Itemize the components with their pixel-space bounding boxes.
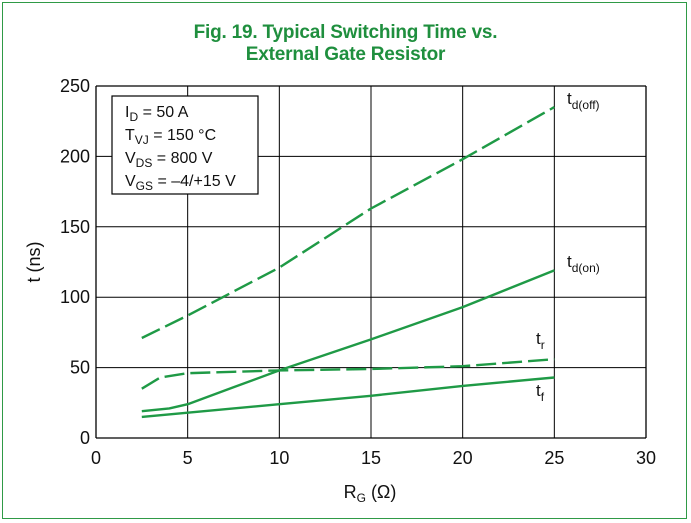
grid: [95, 85, 647, 439]
x-tick-25: 25: [544, 448, 564, 468]
y-tick-250: 250: [60, 76, 90, 96]
x-tick-30: 30: [636, 448, 656, 468]
x-tick-5: 5: [183, 448, 193, 468]
series-td-on-line: [141, 269, 555, 413]
x-tick-20: 20: [453, 448, 473, 468]
y-tick-0: 0: [80, 428, 90, 448]
condition-vds: VDS = 800 V: [125, 150, 213, 170]
series-label-td-on: td(on): [567, 252, 600, 275]
x-tick-10: 10: [269, 448, 289, 468]
condition-id: ID = 50 A: [125, 104, 189, 124]
chart-title: Fig. 19. Typical Switching Time vs. Exte…: [0, 22, 691, 66]
conditions-box-border: [111, 95, 259, 195]
x-tick-0: 0: [91, 448, 101, 468]
series-label-td-off: td(off): [567, 89, 600, 112]
series-label-tf: tf: [536, 381, 545, 404]
series-tr-line: [141, 358, 555, 390]
tick-labels: 0 5 10 15 20 25 30 0 50 100 150 200 250: [60, 76, 656, 468]
conditions-box: ID = 50 A TVJ = 150 °C VDS = 800 V VGS =…: [111, 95, 259, 195]
x-axis-label: RG (Ω): [344, 482, 397, 505]
series-lines: [141, 106, 555, 419]
figure-frame: [2, 2, 687, 519]
series-td-off-line: [141, 106, 555, 340]
chart-title-line-1: Fig. 19. Typical Switching Time vs.: [193, 22, 498, 43]
condition-vgs: VGS = –4/+15 V: [125, 173, 236, 193]
y-axis-label: t (ns): [24, 241, 44, 282]
y-tick-200: 200: [60, 146, 90, 166]
condition-tvj: TVJ = 150 °C: [125, 127, 216, 147]
series-tf-line: [141, 376, 555, 419]
chart-title-line-2: External Gate Resistor: [245, 44, 446, 65]
y-tick-150: 150: [60, 217, 90, 237]
y-tick-50: 50: [70, 358, 90, 378]
y-tick-100: 100: [60, 287, 90, 307]
x-tick-15: 15: [361, 448, 381, 468]
series-label-tr: tr: [536, 329, 545, 352]
